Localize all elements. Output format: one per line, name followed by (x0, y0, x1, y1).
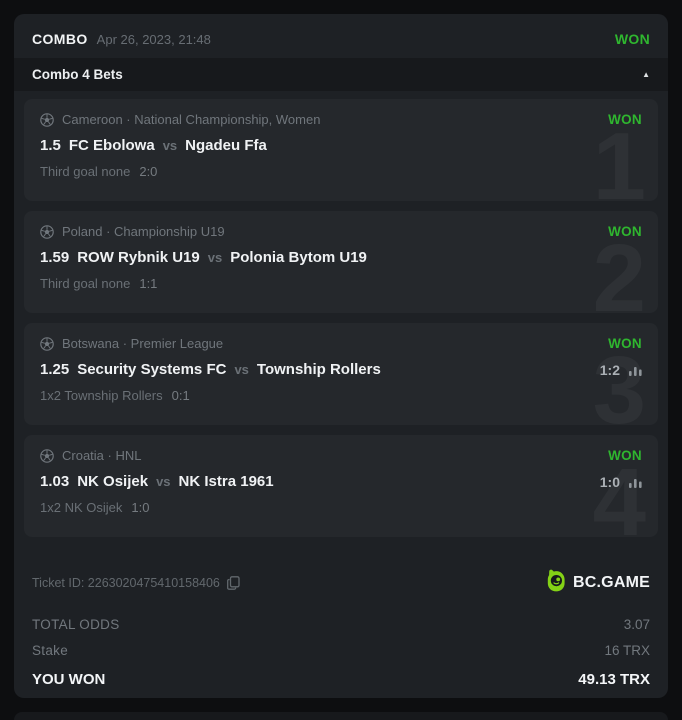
leg-status-badge: WON (608, 224, 642, 239)
brand-name: BC.GAME (573, 574, 650, 591)
final-score: 1:2 (599, 361, 620, 378)
league-label: Poland · Championship U19 (62, 224, 225, 239)
leg-status-badge: WON (608, 336, 642, 351)
soccer-ball-icon (40, 336, 54, 351)
total-odds-row: TOTAL ODDS 3.07 (32, 617, 650, 632)
you-won-row: YOU WON 49.13 TRX (32, 671, 650, 688)
leg-odds: 1.5 (40, 137, 61, 154)
league-label: Cameroon · National Championship, Women (62, 112, 321, 127)
combo-bets-count-label: Combo 4 Bets (32, 67, 123, 82)
leg-number-watermark: 2 (593, 231, 646, 314)
market-label: Third goal none (40, 276, 131, 291)
bcgame-logo-icon (545, 569, 566, 597)
leg-number-watermark: 4 (593, 455, 646, 538)
away-team: Polonia Bytom U19 (230, 249, 367, 266)
soccer-ball-icon (40, 224, 54, 239)
bet-slip-header: COMBO Apr 26, 2023, 21:48 WON (14, 14, 668, 58)
total-odds-label: TOTAL ODDS (32, 617, 120, 632)
away-team: Ngadeu Ffa (185, 137, 267, 154)
bet-type-label: COMBO (32, 31, 88, 47)
bet-leg-header: Cameroon · National Championship, Women … (40, 112, 642, 127)
leg-odds: 1.03 (40, 473, 70, 490)
home-team: Security Systems FC (77, 361, 227, 378)
bet-leg-2[interactable]: Poland · Championship U19 WON 1.59 ROW R… (24, 211, 658, 313)
vs-label: vs (156, 474, 171, 489)
market-score: 1:0 (131, 500, 150, 515)
home-team: ROW Rybnik U19 (77, 249, 200, 266)
market-row: 1x2 Township Rollers 0:1 (40, 388, 642, 403)
market-row: 1x2 NK Osijek 1:0 (40, 500, 642, 515)
brand-logo: BC.GAME (545, 569, 650, 597)
vs-label: vs (162, 138, 178, 153)
match-row: 1.25 Security Systems FC vs Township Rol… (40, 361, 642, 378)
bet-summary: TOTAL ODDS 3.07 Stake 16 TRX YOU WON 49.… (14, 597, 668, 688)
next-bet-card-edge[interactable] (14, 712, 668, 720)
bet-leg-3[interactable]: Botswana · Premier League WON 1.25 Secur… (24, 323, 658, 425)
leg-number-watermark: 1 (593, 119, 646, 202)
bet-status-badge: WON (614, 31, 650, 47)
you-won-label: YOU WON (32, 671, 106, 688)
stake-value: 16 TRX (604, 643, 650, 658)
bet-datetime: Apr 26, 2023, 21:48 (96, 31, 211, 47)
market-label: Third goal none (40, 164, 131, 179)
bet-leg-header: Botswana · Premier League WON (40, 336, 642, 351)
bet-leg-header: Poland · Championship U19 WON (40, 224, 642, 239)
chevron-up-icon: ▲ (642, 69, 650, 79)
soccer-ball-icon (40, 112, 54, 127)
leg-status-badge: WON (608, 448, 642, 463)
stake-label: Stake (32, 643, 69, 658)
ticket-id-label: Ticket ID: 2263020475410158406 (32, 576, 220, 590)
bet-slip-card: COMBO Apr 26, 2023, 21:48 WON Combo 4 Be… (14, 14, 668, 698)
soccer-ball-icon (40, 448, 54, 463)
leg-status-badge: WON (608, 112, 642, 127)
league-label: Croatia · HNL (62, 448, 142, 463)
stats-bars-icon[interactable] (629, 364, 642, 376)
bet-leg-header: Croatia · HNL WON (40, 448, 642, 463)
stake-row: Stake 16 TRX (32, 643, 650, 658)
match-row: 1.5 FC Ebolowa vs Ngadeu Ffa (40, 137, 642, 154)
market-score: 1:1 (139, 276, 158, 291)
match-row: 1.59 ROW Rybnik U19 vs Polonia Bytom U19 (40, 249, 642, 266)
vs-label: vs (207, 250, 223, 265)
home-team: FC Ebolowa (68, 137, 155, 154)
you-won-value: 49.13 TRX (578, 671, 650, 688)
market-row: Third goal none 2:0 (40, 164, 642, 179)
market-score: 2:0 (139, 164, 158, 179)
leg-odds: 1.59 (40, 249, 70, 266)
final-score: 1:0 (599, 473, 620, 490)
leg-odds: 1.25 (40, 361, 70, 378)
market-label: 1x2 NK Osijek (40, 500, 123, 515)
league-label: Botswana · Premier League (62, 336, 224, 351)
bet-leg-4[interactable]: Croatia · HNL WON 1.03 NK Osijek vs NK I… (24, 435, 658, 537)
copy-icon[interactable] (226, 576, 240, 590)
market-label: 1x2 Township Rollers (40, 388, 163, 403)
market-row: Third goal none 1:1 (40, 276, 642, 291)
home-team: NK Osijek (77, 473, 149, 490)
combo-collapse-bar[interactable]: Combo 4 Bets ▲ (14, 58, 668, 91)
ticket-row: Ticket ID: 2263020475410158406 BC.GAME (14, 547, 668, 597)
bet-leg-1[interactable]: Cameroon · National Championship, Women … (24, 99, 658, 201)
away-team: Township Rollers (256, 361, 381, 378)
market-score: 0:1 (171, 388, 190, 403)
leg-number-watermark: 3 (593, 343, 646, 426)
bet-legs-list: Cameroon · National Championship, Women … (14, 91, 668, 537)
match-row: 1.03 NK Osijek vs NK Istra 1961 1:0 (40, 473, 642, 490)
vs-label: vs (234, 362, 249, 377)
total-odds-value: 3.07 (623, 617, 650, 632)
away-team: NK Istra 1961 (178, 473, 274, 490)
stats-bars-icon[interactable] (629, 476, 642, 488)
